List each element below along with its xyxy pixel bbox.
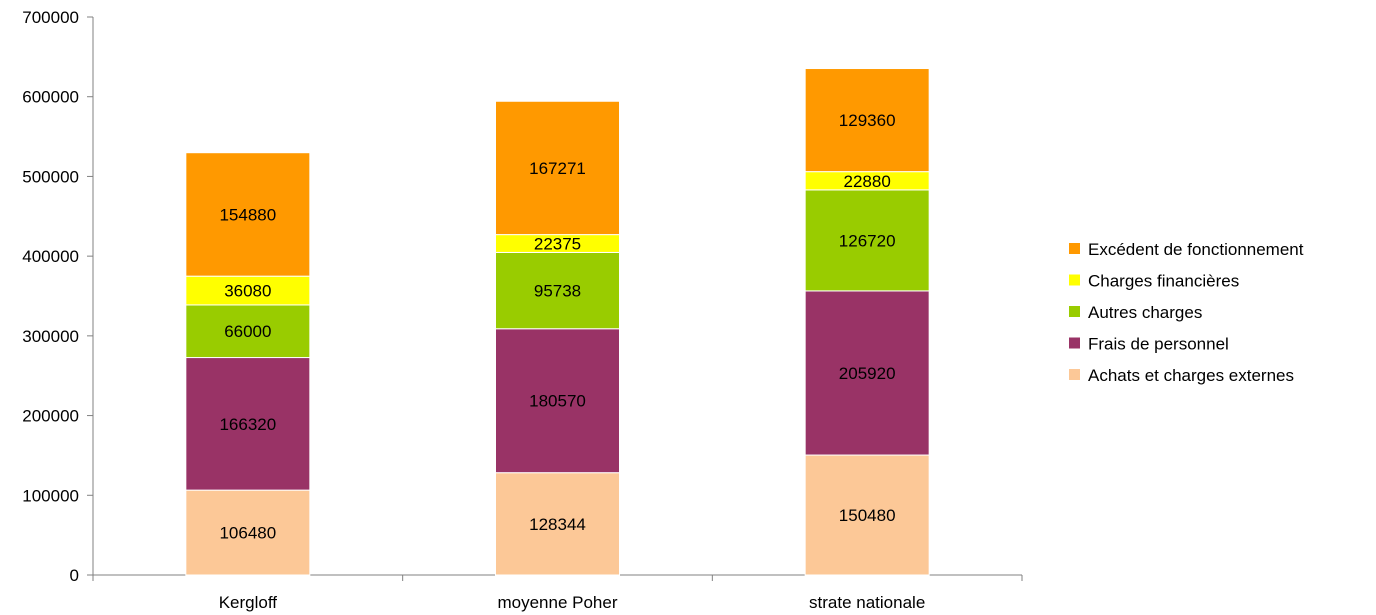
data-label: 95738 bbox=[534, 282, 581, 301]
y-tick-label: 0 bbox=[70, 566, 79, 585]
y-tick-label: 500000 bbox=[22, 167, 79, 186]
data-label: 180570 bbox=[529, 392, 586, 411]
bar-segment bbox=[185, 489, 311, 576]
x-category-label: moyenne Poher bbox=[497, 593, 617, 612]
bars bbox=[185, 68, 930, 576]
data-label: 129360 bbox=[839, 111, 896, 130]
bar-segment bbox=[185, 275, 311, 306]
bar-segment bbox=[495, 328, 620, 474]
x-axis: Kergloff moyenne Poher strate nationale bbox=[92, 574, 1023, 612]
bar-segment bbox=[804, 454, 930, 576]
data-label: 205920 bbox=[839, 364, 896, 383]
bar-segment bbox=[185, 152, 311, 277]
data-label: 166320 bbox=[219, 415, 276, 434]
data-label: 36080 bbox=[224, 282, 271, 301]
y-tick-label: 400000 bbox=[22, 247, 79, 266]
data-labels: 106480 166320 66000 36080 154880 128344 180570… bbox=[219, 111, 895, 542]
data-label: 22375 bbox=[534, 235, 581, 254]
y-tick-label: 600000 bbox=[22, 88, 79, 107]
x-category-label: strate nationale bbox=[809, 593, 925, 612]
legend-label: Charges financières bbox=[1088, 272, 1239, 291]
y-tick-label: 100000 bbox=[22, 486, 79, 505]
data-label: 22880 bbox=[844, 172, 891, 191]
legend-label: Frais de personnel bbox=[1088, 335, 1229, 354]
bar-segment bbox=[495, 472, 620, 576]
data-label: 167271 bbox=[529, 159, 586, 178]
y-tick-label: 700000 bbox=[22, 8, 79, 27]
data-label: 128344 bbox=[529, 515, 586, 534]
data-label: 154880 bbox=[219, 205, 276, 224]
data-label: 106480 bbox=[219, 524, 276, 543]
legend-swatch bbox=[1069, 274, 1080, 286]
bar-segment bbox=[495, 100, 620, 236]
data-label: 126720 bbox=[839, 231, 896, 250]
legend-label: Achats et charges externes bbox=[1088, 366, 1294, 385]
data-label: 150480 bbox=[839, 506, 896, 525]
legend-label: Autres charges bbox=[1088, 303, 1202, 322]
legend-swatch bbox=[1069, 337, 1080, 349]
y-tick-label: 300000 bbox=[22, 327, 79, 346]
y-tick-label: 200000 bbox=[22, 407, 79, 426]
data-label: 66000 bbox=[224, 322, 271, 341]
bar-segment bbox=[495, 251, 620, 330]
bar-segment bbox=[804, 189, 930, 292]
bar-segment bbox=[185, 357, 311, 491]
bar-segment bbox=[804, 68, 930, 173]
legend-swatch bbox=[1069, 306, 1080, 317]
legend: Excédent de fonctionnement Charges financ… bbox=[1069, 240, 1304, 385]
legend-label: Excédent de fonctionnement bbox=[1088, 240, 1304, 259]
y-axis: 0 100000 200000 300000 400000 500000 600000 700… bbox=[22, 8, 94, 585]
legend-swatch bbox=[1069, 369, 1080, 380]
bar-segment bbox=[804, 290, 930, 456]
x-category-label: Kergloff bbox=[219, 593, 278, 612]
bar-segment bbox=[185, 304, 311, 359]
legend-swatch bbox=[1069, 243, 1080, 254]
